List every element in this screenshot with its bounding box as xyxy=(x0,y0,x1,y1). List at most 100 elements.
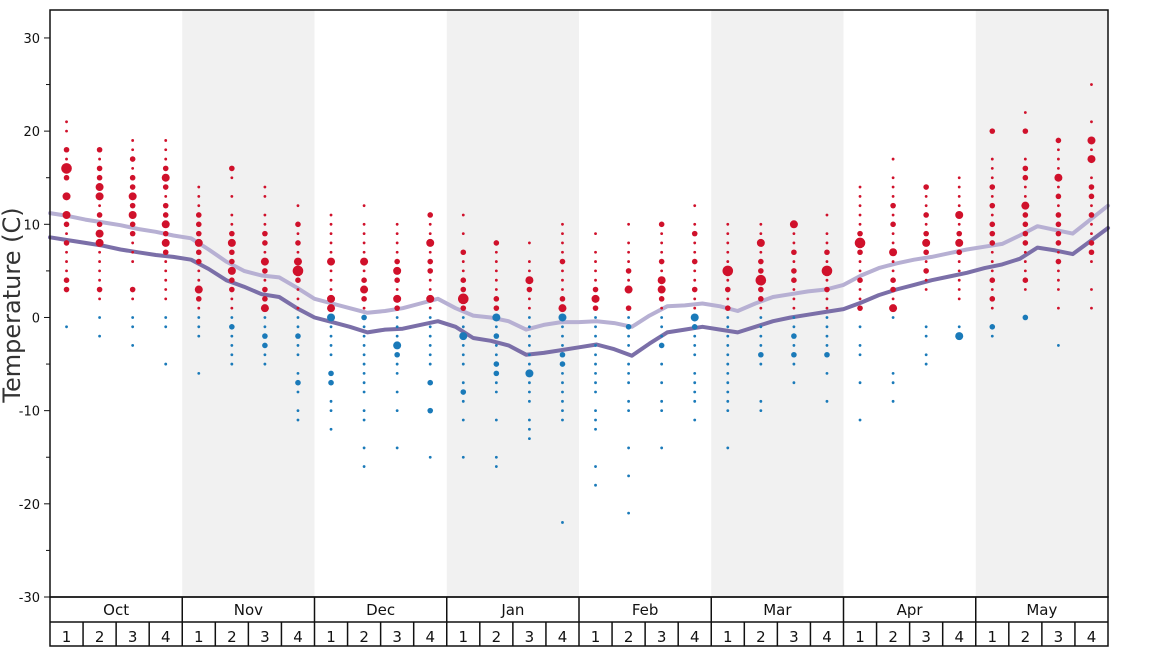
warm-dot xyxy=(726,222,730,226)
warm-dot xyxy=(858,185,862,189)
cold-dot xyxy=(561,381,564,385)
warm-dot xyxy=(857,230,863,237)
warm-dot xyxy=(1088,184,1095,190)
warm-dot xyxy=(990,269,994,273)
warm-dot xyxy=(693,306,697,310)
warm-dot xyxy=(327,304,336,313)
warm-dot xyxy=(229,230,235,237)
warm-dot xyxy=(627,222,630,226)
warm-dot xyxy=(724,305,731,311)
warm-dot xyxy=(923,212,929,218)
cold-dot xyxy=(461,455,465,459)
warm-dot xyxy=(758,268,764,274)
cold-dot xyxy=(1057,344,1060,347)
cold-dot xyxy=(759,399,763,403)
warm-dot xyxy=(1023,250,1027,254)
cold-dot xyxy=(891,371,895,375)
warm-dot xyxy=(362,306,366,310)
warm-dot xyxy=(891,297,895,301)
cold-dot xyxy=(362,325,366,329)
cold-dot xyxy=(329,334,333,338)
cold-dot xyxy=(65,325,68,329)
cold-dot xyxy=(825,399,829,403)
month-label: Oct xyxy=(103,601,129,619)
cold-dot xyxy=(327,313,336,322)
warm-dot xyxy=(1090,204,1093,208)
cold-dot xyxy=(693,418,697,422)
warm-dot xyxy=(230,176,234,180)
cold-dot xyxy=(858,353,862,357)
warm-dot xyxy=(594,232,597,236)
warm-dot xyxy=(395,241,399,245)
warm-dot xyxy=(428,306,432,310)
warm-dot xyxy=(955,238,964,247)
cold-dot xyxy=(131,316,135,319)
y-axis: -30 -20 -10 0 10 20 30 xyxy=(19,32,50,606)
warm-dot xyxy=(1087,155,1096,164)
warm-dot xyxy=(792,241,796,245)
warm-dot xyxy=(98,260,101,263)
cold-dot xyxy=(329,353,333,357)
cold-dot xyxy=(627,446,630,450)
warm-dot xyxy=(263,194,267,198)
warm-dot xyxy=(989,184,996,190)
cold-dot xyxy=(262,342,268,349)
warm-dot xyxy=(561,269,564,273)
cold-dot xyxy=(726,371,730,375)
warm-dot xyxy=(957,204,961,208)
warm-dot xyxy=(693,250,697,254)
cold-dot xyxy=(660,409,664,413)
warm-dot xyxy=(164,148,168,152)
cold-dot xyxy=(726,353,730,357)
warm-dot xyxy=(1022,230,1029,237)
warm-dot xyxy=(63,277,70,284)
warm-dot xyxy=(693,278,697,282)
week-label: 2 xyxy=(756,628,766,646)
warm-dot xyxy=(65,129,68,133)
cold-dot xyxy=(559,351,566,358)
cold-dot xyxy=(428,362,432,366)
warm-dot xyxy=(825,232,829,236)
cold-dot xyxy=(627,399,630,403)
warm-dot xyxy=(229,165,235,172)
warm-dot xyxy=(792,297,796,301)
warm-dot xyxy=(329,269,333,273)
cold-dot xyxy=(295,379,301,386)
warm-dot xyxy=(755,274,767,286)
warm-dot xyxy=(362,204,366,208)
warm-dot xyxy=(691,230,698,237)
warm-dot xyxy=(197,306,201,310)
warm-dot xyxy=(96,174,103,181)
warm-dot xyxy=(98,269,101,273)
cold-dot xyxy=(362,381,366,385)
cold-dot xyxy=(528,344,531,347)
cold-dot xyxy=(559,361,566,367)
warm-dot xyxy=(858,260,862,263)
cold-dot xyxy=(658,342,665,349)
warm-dot xyxy=(594,250,597,254)
warm-dot xyxy=(989,202,996,209)
cold-dot xyxy=(627,362,630,366)
warm-dot xyxy=(164,288,168,291)
cold-dot xyxy=(693,399,697,403)
warm-dot xyxy=(197,204,201,208)
cold-dot xyxy=(594,334,597,338)
cold-dot xyxy=(528,353,531,357)
warm-dot xyxy=(955,210,964,219)
warm-dot xyxy=(161,173,170,182)
warm-dot xyxy=(957,176,961,180)
week-label: 2 xyxy=(1021,628,1031,646)
warm-dot xyxy=(854,237,866,249)
warm-dot xyxy=(128,192,137,201)
y-tick-label: 30 xyxy=(23,32,40,47)
warm-dot xyxy=(821,265,833,277)
month-band-mar xyxy=(711,10,844,597)
warm-dot xyxy=(657,276,666,285)
warm-dot xyxy=(558,304,567,313)
cold-dot xyxy=(428,325,432,329)
cold-dot xyxy=(825,344,829,347)
cold-dot xyxy=(362,418,366,422)
cold-dot xyxy=(759,334,763,338)
warm-dot xyxy=(128,210,137,219)
warm-dot xyxy=(295,240,301,246)
